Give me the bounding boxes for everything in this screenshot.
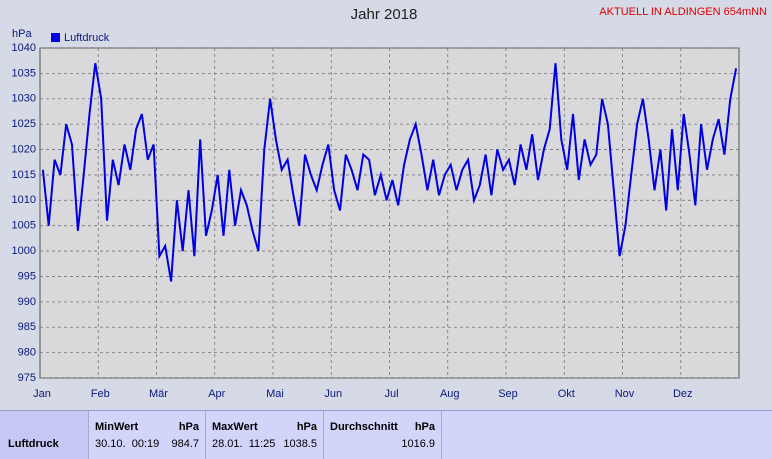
x-tick-label: Mai bbox=[266, 388, 284, 400]
time: 30.10. 00:19 bbox=[95, 438, 160, 450]
row-header-cell: Luftdruck bbox=[0, 411, 88, 459]
y-tick-label: 1000 bbox=[12, 245, 36, 257]
legend-swatch bbox=[51, 33, 60, 42]
y-tick-label: 1030 bbox=[12, 93, 36, 105]
x-tick-label: Nov bbox=[615, 388, 635, 400]
summary-table: Luftdruck MinWert hPa 30.10. 00:19 984.7… bbox=[0, 410, 772, 459]
x-tick-label: Feb bbox=[91, 388, 110, 400]
chart: Jahr 2018 AKTUELL IN ALDINGEN 654mNN hPa… bbox=[12, 6, 768, 400]
header: Durchschnitt bbox=[330, 421, 398, 433]
value: 984.7 bbox=[171, 438, 199, 450]
x-tick-label: Apr bbox=[208, 388, 225, 400]
line-series bbox=[41, 63, 738, 282]
time: 28.01. 11:25 bbox=[212, 438, 276, 450]
y-tick-label: 990 bbox=[18, 296, 36, 308]
value: 1016.9 bbox=[401, 438, 435, 450]
x-tick-label: Jun bbox=[324, 388, 342, 400]
y-tick-label: 1020 bbox=[12, 143, 36, 155]
value: 1038.5 bbox=[283, 438, 317, 450]
unit: hPa bbox=[296, 421, 317, 433]
y-tick-label: 1040 bbox=[12, 42, 36, 54]
y-tick-label: 975 bbox=[18, 372, 36, 384]
y-tick-label: 1035 bbox=[12, 67, 36, 79]
header: MaxWert bbox=[212, 421, 258, 433]
annotation: AKTUELL IN ALDINGEN 654mNN bbox=[599, 6, 767, 18]
y-tick-label: 1005 bbox=[12, 220, 36, 232]
legend-label: Luftdruck bbox=[64, 32, 110, 44]
empty-cell bbox=[441, 411, 772, 459]
x-tick-label: Dez bbox=[673, 388, 693, 400]
x-tick-label: Mär bbox=[149, 388, 168, 400]
y-tick-label: 1015 bbox=[12, 169, 36, 181]
unit: hPa bbox=[178, 421, 199, 433]
avg-cell: Durchschnitt hPa 1016.9 bbox=[323, 411, 441, 459]
min-cell: MinWert hPa 30.10. 00:19 984.7 bbox=[88, 411, 205, 459]
y-tick-label: 980 bbox=[18, 347, 36, 359]
unit: hPa bbox=[414, 421, 435, 433]
row-label: Luftdruck bbox=[8, 438, 59, 450]
y-tick-label: 1010 bbox=[12, 194, 36, 206]
max-cell: MaxWert hPa 28.01. 11:25 1038.5 bbox=[205, 411, 323, 459]
x-tick-label: Jul bbox=[384, 388, 398, 400]
y-tick-label: 995 bbox=[18, 270, 36, 282]
chart-title: Jahr 2018 bbox=[351, 6, 418, 23]
header: MinWert bbox=[95, 421, 139, 433]
x-tick-label: Sep bbox=[498, 388, 518, 400]
y-tick-label: 985 bbox=[18, 321, 36, 333]
y-axis-label: hPa bbox=[12, 28, 32, 40]
y-tick-label: 1025 bbox=[12, 118, 36, 130]
x-tick-label: Aug bbox=[440, 388, 460, 400]
x-tick-label: Okt bbox=[558, 388, 575, 400]
x-tick-label: Jan bbox=[33, 388, 51, 400]
